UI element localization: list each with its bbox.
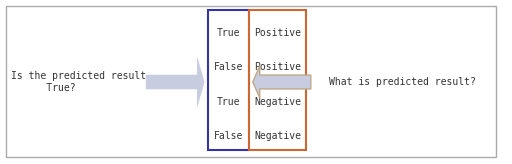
FancyBboxPatch shape <box>208 10 248 150</box>
Text: False: False <box>214 131 243 141</box>
Text: Is the predicted result
      True?: Is the predicted result True? <box>11 71 146 93</box>
Text: True: True <box>217 28 240 38</box>
Text: True: True <box>217 96 240 106</box>
Text: Negative: Negative <box>254 96 301 106</box>
FancyBboxPatch shape <box>248 10 306 150</box>
Text: What is predicted result?: What is predicted result? <box>329 77 476 87</box>
Text: False: False <box>214 62 243 72</box>
Text: Negative: Negative <box>254 131 301 141</box>
Text: Positive: Positive <box>254 62 301 72</box>
Text: Positive: Positive <box>254 28 301 38</box>
FancyBboxPatch shape <box>6 6 496 157</box>
